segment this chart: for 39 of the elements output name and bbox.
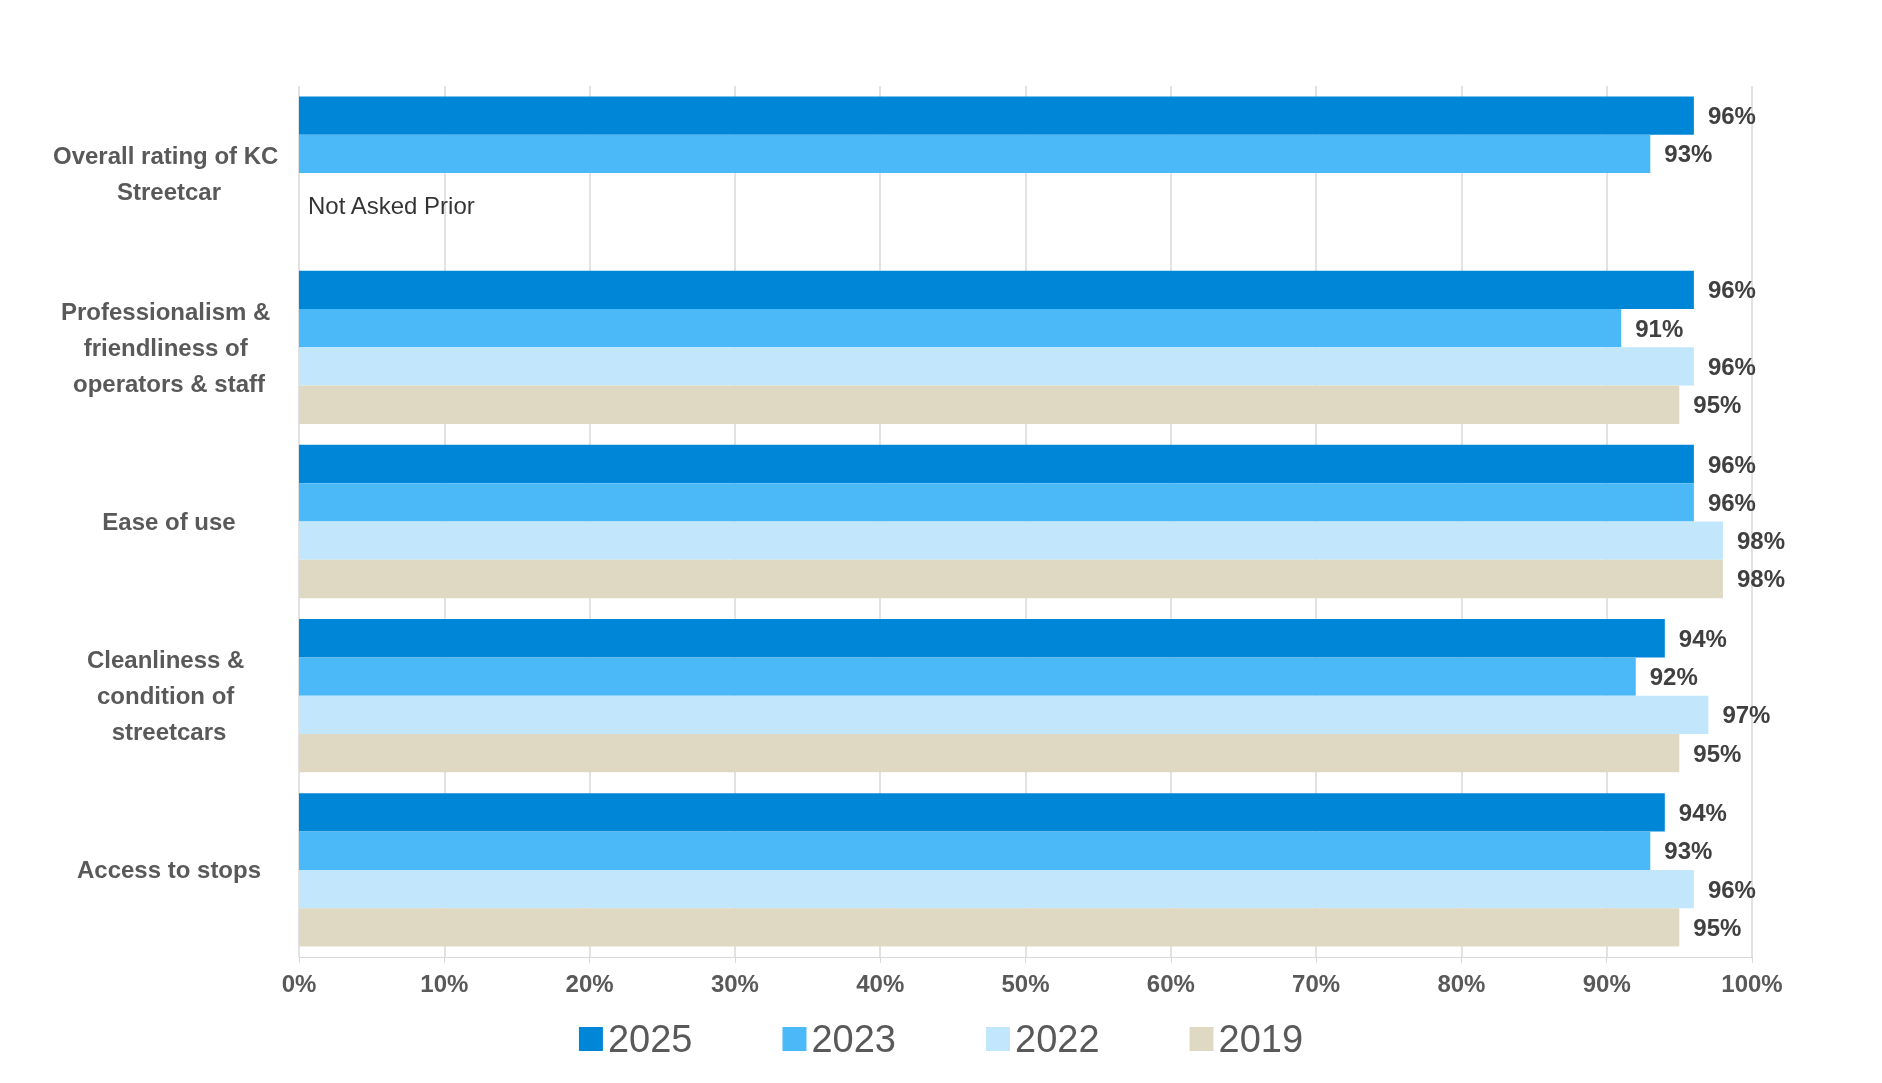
- annotation: Not Asked Prior: [308, 191, 475, 219]
- y-tick-label: Cleanliness & condition of streetcars: [86, 646, 252, 746]
- x-tick-label: 70%: [1292, 969, 1341, 997]
- data-label: 96%: [1707, 276, 1756, 304]
- data-label: 95%: [1693, 391, 1742, 419]
- data-label: 94%: [1678, 624, 1727, 652]
- x-tick-label: 90%: [1582, 969, 1631, 997]
- data-label: 96%: [1707, 875, 1756, 903]
- legend-label: 2022: [1015, 1018, 1100, 1060]
- data-label: 92%: [1649, 663, 1698, 691]
- data-label: 93%: [1664, 837, 1713, 865]
- legend-label: 2025: [607, 1018, 693, 1060]
- data-label: 96%: [1707, 450, 1756, 478]
- x-tick-label: 50%: [1001, 969, 1050, 997]
- data-label: 98%: [1736, 527, 1785, 555]
- data-label: 95%: [1693, 913, 1742, 941]
- y-tick-label: Overall rating of KC Streetcar: [52, 141, 286, 205]
- x-tick-label: 10%: [420, 969, 469, 997]
- data-label: 97%: [1722, 701, 1771, 729]
- x-tick-label: 100%: [1721, 969, 1783, 997]
- data-label: 96%: [1707, 352, 1756, 380]
- x-tick-label: 30%: [710, 969, 759, 997]
- legend-label: 2023: [811, 1018, 897, 1060]
- y-tick-label: Professionalism & friendliness of operators & staff: [60, 297, 278, 397]
- data-label: 95%: [1693, 739, 1742, 767]
- data-label: 98%: [1736, 565, 1785, 593]
- x-tick-label: 20%: [565, 969, 614, 997]
- x-tick-label: 60%: [1146, 969, 1195, 997]
- legend-label: 2019: [1218, 1018, 1304, 1060]
- x-tick-label: 80%: [1437, 969, 1486, 997]
- data-label: 96%: [1707, 488, 1756, 516]
- data-label: 91%: [1635, 314, 1684, 342]
- y-tick-label: Ease of use: [102, 508, 236, 535]
- data-label: 93%: [1664, 140, 1713, 168]
- x-tick-label: 0%: [281, 969, 317, 997]
- data-label: 94%: [1678, 798, 1727, 826]
- x-tick-label: 40%: [856, 969, 905, 997]
- data-label: 96%: [1707, 102, 1756, 130]
- y-tick-label: Access to stops: [76, 856, 262, 884]
